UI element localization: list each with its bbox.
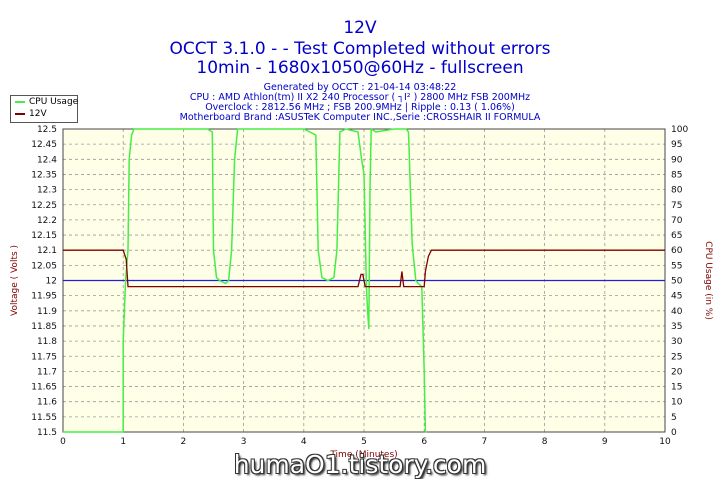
x-tick-label: 6 — [421, 437, 427, 447]
x-tick-label: 9 — [602, 437, 608, 447]
x-tick-label: 0 — [60, 437, 66, 447]
y-tick-label: 12.3 — [37, 186, 57, 196]
y-axis-label: Voltage ( Volts ) — [10, 245, 20, 316]
x-tick-label: 2 — [181, 437, 187, 447]
info-overclock: Overclock : 2812.56 MHz ; FSB 200.9MHz |… — [205, 102, 515, 113]
y-tick-label: 11.75 — [31, 352, 57, 362]
y2-tick-label: 90 — [671, 155, 683, 165]
y2-tick-label: 15 — [671, 383, 682, 393]
legend-label-cpu-usage: CPU Usage — [29, 97, 79, 107]
info-cpu: CPU : AMD Athlon(tm) II X2 240 Processor… — [189, 92, 531, 103]
y-tick-label: 12.05 — [31, 261, 57, 271]
series-line-cpu-usage — [63, 127, 427, 433]
y2-axis-label: CPU Usage (in %) — [703, 241, 713, 320]
x-tick-label: 1 — [120, 437, 126, 447]
legend-swatch-12v — [15, 113, 25, 115]
y2-tick-label: 40 — [671, 307, 683, 317]
chart-legend: CPU Usage 12V — [10, 95, 78, 123]
y2-tick-label: 70 — [671, 216, 683, 226]
legend-swatch-cpu-usage — [15, 101, 25, 103]
y2-tick-label: 80 — [671, 186, 683, 196]
info-motherboard: Motherboard Brand :ASUSTeK Computer INC.… — [179, 112, 541, 123]
x-tick-label: 4 — [301, 437, 307, 447]
y-tick-label: 11.85 — [31, 322, 57, 332]
x-tick-label: 7 — [482, 437, 488, 447]
y2-tick-label: 45 — [671, 292, 682, 302]
y2-tick-label: 35 — [671, 322, 682, 332]
y2-tick-label: 95 — [671, 140, 682, 150]
x-tick-label: 8 — [542, 437, 548, 447]
y-tick-label: 12.25 — [31, 201, 57, 211]
y2-tick-label: 55 — [671, 261, 682, 271]
x-tick-label: 3 — [241, 437, 247, 447]
y2-tick-label: 25 — [671, 352, 682, 362]
y-tick-label: 12.2 — [37, 216, 57, 226]
series-line-12v — [63, 249, 665, 288]
y2-tick-label: 60 — [671, 246, 683, 256]
y-tick-label: 11.7 — [37, 367, 57, 377]
x-tick-label: 10 — [659, 437, 671, 447]
chart-subtitle-status: OCCT 3.1.0 - - Test Completed without er… — [169, 39, 551, 59]
y-tick-label: 11.8 — [37, 337, 57, 347]
legend-label-12v: 12V — [29, 109, 47, 119]
y-tick-label: 11.55 — [31, 413, 57, 423]
y-tick-label: 12.15 — [31, 231, 57, 241]
x-axis-label: Time (Minutes) — [329, 450, 397, 460]
y-tick-label: 11.5 — [37, 428, 57, 438]
y2-tick-label: 20 — [671, 367, 683, 377]
y-tick-label: 11.6 — [37, 398, 57, 408]
y2-tick-label: 30 — [671, 337, 683, 347]
x-tick-label: 5 — [361, 437, 367, 447]
y-tick-label: 11.9 — [37, 307, 57, 317]
y2-tick-label: 85 — [671, 170, 682, 180]
chart-subtitle-mode: 10min - 1680x1050@60Hz - fullscreen — [196, 58, 524, 78]
y-tick-label: 12.45 — [31, 140, 57, 150]
y2-tick-label: 0 — [671, 428, 677, 438]
legend-item-cpu-usage: CPU Usage — [11, 96, 79, 108]
y-tick-label: 12.1 — [37, 246, 57, 256]
chart-title: 12V — [343, 18, 377, 38]
y2-tick-label: 65 — [671, 231, 682, 241]
y-tick-label: 11.65 — [31, 383, 57, 393]
watermark: humaO1.tistory.com — [233, 450, 487, 479]
y2-tick-label: 10 — [671, 398, 683, 408]
y2-tick-label: 100 — [671, 125, 688, 135]
y-tick-label: 11.95 — [31, 292, 57, 302]
y-tick-label: 12.4 — [37, 155, 57, 165]
y-tick-label: 12 — [46, 277, 57, 287]
y2-tick-label: 50 — [671, 277, 683, 287]
legend-item-12v: 12V — [11, 108, 77, 120]
y2-tick-label: 5 — [671, 413, 677, 423]
y2-tick-label: 75 — [671, 201, 682, 211]
y-tick-label: 12.5 — [37, 125, 57, 135]
y-tick-label: 12.35 — [31, 170, 57, 180]
info-generated: Generated by OCCT : 21-04-14 03:48:22 — [263, 82, 457, 93]
